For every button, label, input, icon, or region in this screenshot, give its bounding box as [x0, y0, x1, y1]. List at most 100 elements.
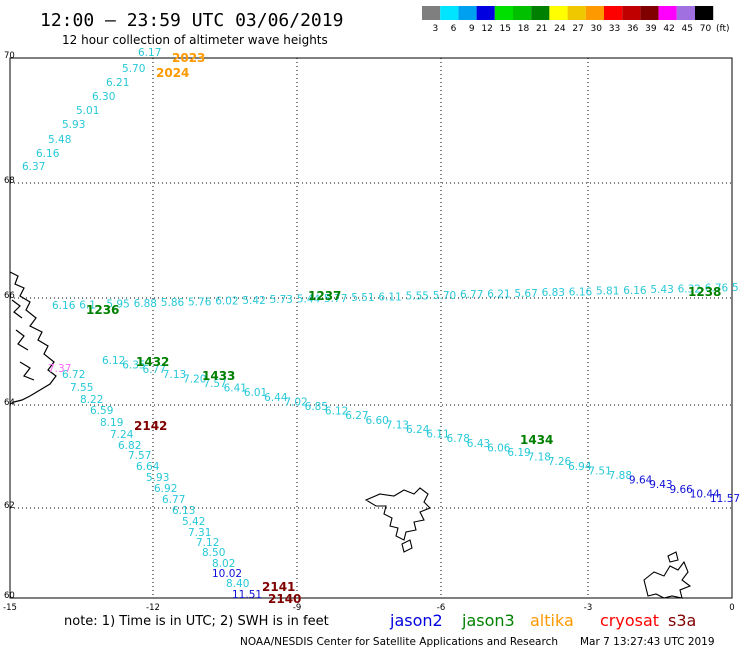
wave-height-label: 10.02 — [212, 568, 242, 580]
lat-tick-label: 68 — [4, 176, 15, 186]
legend-label: 70 — [700, 24, 712, 34]
lat-lon-grid — [10, 58, 732, 598]
satellite-name: jason3 — [461, 611, 515, 630]
altimeter-tracks: 6.376.165.485.935.016.306.215.706.176.16… — [22, 47, 740, 601]
wave-height-label: 6.16 — [623, 285, 647, 297]
wave-height-label: 7.02 — [284, 396, 307, 408]
wave-height-label: 6.83 — [542, 287, 565, 299]
lat-tick-label: 70 — [4, 51, 15, 61]
wave-height-label: 6.12 — [325, 406, 348, 418]
wave-height-label: 5.93 — [146, 472, 169, 484]
satellite-name: jason2 — [389, 611, 443, 630]
wave-height-label: 6.92 — [154, 483, 177, 495]
wave-height-label: 6.43 — [467, 438, 490, 450]
wave-height-label: 6.77 — [143, 364, 166, 376]
wave-height-label: 7.26 — [548, 456, 572, 468]
wave-height-label: 7.12 — [196, 537, 219, 549]
satellite-name: altika — [530, 611, 574, 630]
wave-height-label: 5.42 — [182, 516, 205, 528]
misc-value-label: 7.37 — [48, 363, 71, 375]
wave-height-label: 7.88 — [609, 470, 632, 482]
wave-height-label: 5.51 — [351, 292, 374, 304]
axis-tick-labels: -15 -12 -9 -6 -3 0 70 68 66 64 62 60 — [3, 51, 735, 613]
wave-height-label: 5.77 — [324, 293, 347, 305]
legend-label: 42 — [663, 24, 674, 34]
legend-swatch — [494, 6, 513, 20]
wave-height-label: 6.21 — [106, 77, 129, 89]
pass-time-label: 1237 — [308, 289, 341, 303]
wave-height-label: 5.42 — [242, 295, 265, 307]
wave-height-label: 6.32 — [678, 283, 701, 295]
legend-label: 39 — [645, 24, 657, 34]
footer-note: note: 1) Time is in UTC; 2) SWH is in fe… — [64, 614, 329, 629]
lat-tick-label: 60 — [4, 591, 15, 601]
wave-height-label: 5.56 — [732, 282, 740, 294]
legend-swatch — [440, 6, 459, 20]
wave-height-label: 6.16 — [52, 300, 76, 312]
lat-tick-label: 64 — [4, 398, 15, 408]
wave-height-label: 6.77 — [460, 289, 483, 301]
wave-height-label: 6.12 — [102, 355, 125, 367]
credit-text: NOAA/NESDIS Center for Satellite Applica… — [240, 636, 558, 648]
wave-height-label: 5.43 — [650, 284, 673, 296]
wave-height-label: 5.76 — [188, 296, 212, 308]
lon-tick-label: -15 — [3, 603, 17, 613]
wave-height-label: 5.81 — [596, 286, 619, 298]
pass-time-label: 1236 — [86, 303, 119, 317]
wave-height-label: 7.57 — [128, 450, 151, 462]
wave-height-label: 5.95 — [106, 299, 129, 311]
legend-swatch — [640, 6, 659, 20]
lon-tick-label: -9 — [293, 603, 301, 613]
lon-tick-label: -3 — [584, 603, 592, 613]
wave-height-label: 6.82 — [118, 440, 141, 452]
pass-time-label: 1432 — [136, 355, 169, 369]
pass-time-label: 1434 — [520, 433, 553, 447]
pass-time-label: 2141 — [262, 580, 295, 594]
wave-height-label: 6.1 — [79, 299, 96, 311]
wave-height-label: 6.78 — [447, 433, 470, 445]
legend-swatch — [567, 6, 586, 20]
legend-swatch — [585, 6, 604, 20]
plot-frame — [9, 57, 733, 599]
wave-height-label: 5.44 — [297, 294, 321, 306]
legend-label: 6 — [451, 24, 457, 34]
satellite-name: s3a — [668, 611, 696, 630]
pass-time-label: 2024 — [156, 66, 189, 80]
wave-height-label: 11.51 — [232, 589, 262, 601]
coastline-faroe-islands — [364, 487, 431, 553]
wave-height-label: 6.72 — [62, 369, 85, 381]
wave-height-label: 5.86 — [161, 297, 185, 309]
wave-height-label: 6.19 — [507, 447, 530, 459]
wave-height-label: 7.20 — [183, 373, 206, 385]
wave-height-label: 7.24 — [110, 429, 134, 441]
satellite-legend: jason2 jason3 altika cryosat s3a — [389, 611, 696, 630]
legend-swatch — [549, 6, 568, 20]
wave-height-label: 6.06 — [487, 442, 511, 454]
legend-label: 30 — [591, 24, 603, 34]
lon-tick-label: 0 — [729, 603, 734, 613]
wave-height-label: 5.70 — [122, 63, 145, 75]
wave-height-label: 6.24 — [406, 424, 430, 436]
legend-label: 9 — [469, 24, 475, 34]
misc-labels: 7.37 — [48, 363, 71, 375]
legend-unit: (ft) — [716, 24, 730, 34]
wave-height-label: 6.59 — [90, 405, 113, 417]
wave-height-label: 6.60 — [365, 415, 388, 427]
wave-height-label: 6.94 — [568, 461, 592, 473]
pass-time-label: 1433 — [202, 369, 235, 383]
wave-height-label: 6.21 — [487, 288, 510, 300]
legend-swatch — [513, 6, 532, 20]
pass-time-label: 2142 — [134, 419, 167, 433]
wave-height-label: 6.37 — [22, 161, 45, 173]
wave-height-label: 5.93 — [62, 119, 85, 131]
satellite-name: cryosat — [600, 611, 659, 630]
wave-height-label: 6.01 — [244, 387, 267, 399]
wave-height-label: 6.13 — [172, 505, 195, 517]
legend-swatch — [622, 6, 641, 20]
wave-height-label: 6.11 — [378, 291, 401, 303]
map-subtitle: 12 hour collection of altimeter wave hei… — [62, 33, 328, 47]
legend-label: 45 — [682, 24, 693, 34]
wave-height-label: 6.35 — [122, 360, 145, 372]
legend-swatch — [604, 6, 623, 20]
wave-height-label: 5.70 — [433, 290, 456, 302]
